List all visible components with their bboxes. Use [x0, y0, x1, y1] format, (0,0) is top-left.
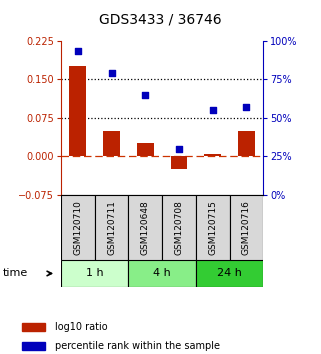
Point: [176, 146, 181, 152]
Bar: [128, 195, 162, 260]
Bar: [162, 195, 196, 260]
Text: GSM120710: GSM120710: [73, 200, 82, 255]
Text: log10 ratio: log10 ratio: [55, 322, 107, 332]
Text: time: time: [3, 268, 29, 279]
Text: percentile rank within the sample: percentile rank within the sample: [55, 341, 220, 351]
Bar: [61, 195, 95, 260]
Text: GSM120648: GSM120648: [141, 200, 150, 255]
Point: [143, 92, 148, 97]
Text: GSM120716: GSM120716: [242, 200, 251, 255]
Bar: [61, 260, 128, 287]
Bar: [230, 195, 263, 260]
Bar: [103, 131, 120, 156]
Point: [109, 70, 114, 76]
Text: GSM120711: GSM120711: [107, 200, 116, 255]
Bar: [22, 323, 45, 331]
Point: [244, 104, 249, 110]
Bar: [204, 154, 221, 156]
Text: 4 h: 4 h: [153, 268, 171, 279]
Bar: [22, 342, 45, 350]
Bar: [128, 260, 196, 287]
Bar: [69, 67, 86, 156]
Point: [210, 107, 215, 113]
Bar: [95, 195, 128, 260]
Text: GSM120708: GSM120708: [174, 200, 184, 255]
Text: 24 h: 24 h: [217, 268, 242, 279]
Point: [75, 48, 80, 54]
Bar: [137, 143, 154, 156]
Bar: [196, 195, 230, 260]
Text: GDS3433 / 36746: GDS3433 / 36746: [99, 12, 222, 27]
Text: 1 h: 1 h: [86, 268, 103, 279]
Text: GSM120715: GSM120715: [208, 200, 217, 255]
Bar: [196, 260, 263, 287]
Bar: [238, 131, 255, 156]
Bar: [170, 156, 187, 169]
